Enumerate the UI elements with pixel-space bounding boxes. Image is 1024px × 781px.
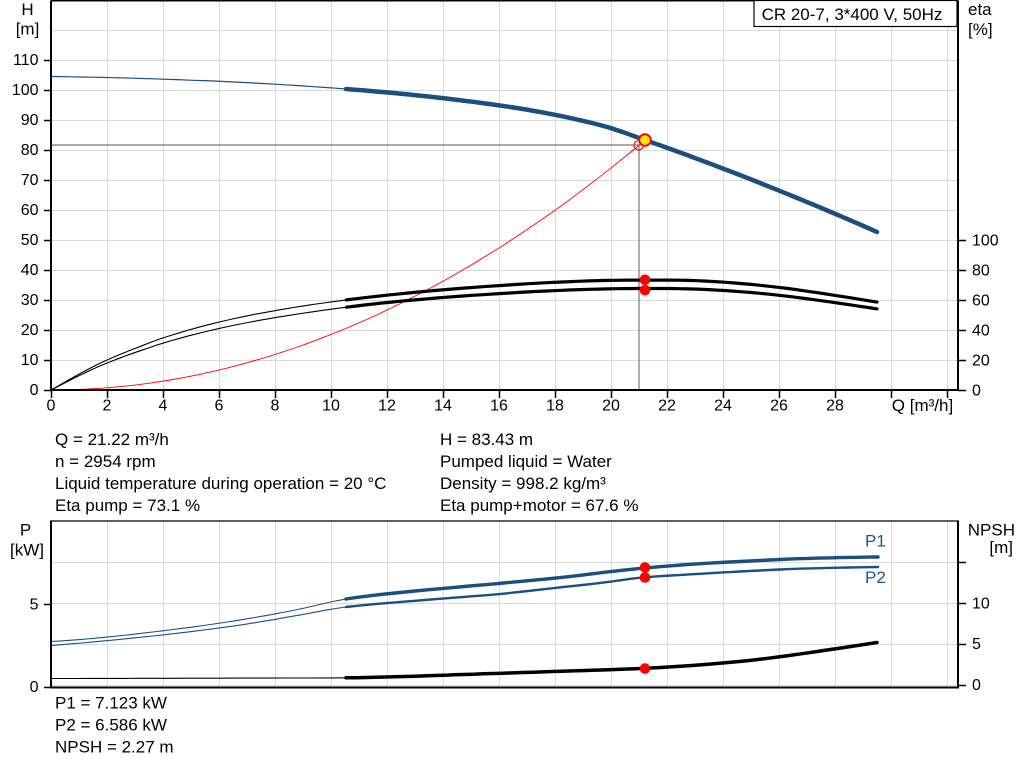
svg-text:NPSH: NPSH bbox=[968, 521, 1015, 540]
svg-text:12: 12 bbox=[378, 398, 396, 415]
svg-text:60: 60 bbox=[972, 292, 990, 309]
svg-text:P: P bbox=[20, 521, 31, 540]
svg-text:Q [m³/h]: Q [m³/h] bbox=[892, 396, 953, 415]
svg-text:6: 6 bbox=[215, 398, 224, 415]
svg-text:16: 16 bbox=[490, 398, 508, 415]
svg-text:[m]: [m] bbox=[16, 20, 40, 39]
svg-text:8: 8 bbox=[271, 398, 280, 415]
svg-text:18: 18 bbox=[546, 398, 564, 415]
svg-text:90: 90 bbox=[21, 112, 39, 129]
svg-text:30: 30 bbox=[21, 292, 39, 309]
svg-text:Density = 998.2 kg/m³: Density = 998.2 kg/m³ bbox=[440, 474, 606, 493]
svg-text:Eta pump+motor = 67.6 %: Eta pump+motor = 67.6 % bbox=[440, 496, 638, 515]
svg-text:NPSH = 2.27 m: NPSH = 2.27 m bbox=[55, 738, 174, 757]
svg-text:26: 26 bbox=[770, 398, 788, 415]
svg-text:5: 5 bbox=[972, 636, 981, 653]
svg-text:70: 70 bbox=[21, 172, 39, 189]
svg-text:110: 110 bbox=[13, 52, 39, 69]
svg-text:CR 20-7, 3*400 V, 50Hz: CR 20-7, 3*400 V, 50Hz bbox=[762, 5, 943, 24]
svg-text:H: H bbox=[21, 0, 33, 19]
svg-text:80: 80 bbox=[21, 142, 39, 159]
svg-text:P1: P1 bbox=[865, 531, 886, 550]
svg-text:5: 5 bbox=[30, 596, 39, 613]
svg-text:20: 20 bbox=[972, 352, 990, 369]
svg-text:Pumped liquid = Water: Pumped liquid = Water bbox=[440, 452, 612, 471]
svg-text:[m]: [m] bbox=[989, 538, 1013, 557]
svg-text:10: 10 bbox=[972, 596, 990, 613]
svg-text:H = 83.43 m: H = 83.43 m bbox=[440, 430, 533, 449]
svg-text:4: 4 bbox=[159, 398, 168, 415]
svg-text:0: 0 bbox=[30, 679, 39, 696]
svg-text:20: 20 bbox=[21, 322, 39, 339]
svg-text:10: 10 bbox=[21, 352, 39, 369]
svg-text:28: 28 bbox=[826, 398, 844, 415]
svg-text:n = 2954 rpm: n = 2954 rpm bbox=[55, 452, 156, 471]
svg-text:2: 2 bbox=[103, 398, 112, 415]
svg-text:60: 60 bbox=[21, 202, 39, 219]
svg-text:0: 0 bbox=[972, 677, 981, 694]
svg-text:[kW]: [kW] bbox=[10, 541, 44, 560]
svg-text:50: 50 bbox=[21, 232, 39, 249]
svg-text:0: 0 bbox=[30, 382, 39, 399]
svg-text:22: 22 bbox=[658, 398, 676, 415]
svg-text:24: 24 bbox=[714, 398, 732, 415]
svg-text:P2 = 6.586 kW: P2 = 6.586 kW bbox=[55, 716, 167, 735]
svg-text:40: 40 bbox=[21, 262, 39, 279]
svg-text:P2: P2 bbox=[865, 568, 886, 587]
svg-text:100: 100 bbox=[972, 232, 999, 249]
svg-text:0: 0 bbox=[47, 398, 56, 415]
svg-text:P1 = 7.123 kW: P1 = 7.123 kW bbox=[55, 694, 167, 713]
svg-text:Eta pump = 73.1 %: Eta pump = 73.1 % bbox=[55, 496, 200, 515]
svg-text:100: 100 bbox=[12, 82, 39, 99]
svg-text:eta: eta bbox=[968, 0, 992, 19]
svg-text:20: 20 bbox=[602, 398, 620, 415]
svg-text:10: 10 bbox=[322, 398, 340, 415]
svg-text:Q = 21.22 m³/h: Q = 21.22 m³/h bbox=[55, 430, 169, 449]
svg-text:80: 80 bbox=[972, 262, 990, 279]
svg-text:40: 40 bbox=[972, 322, 990, 339]
svg-text:14: 14 bbox=[434, 398, 452, 415]
svg-text:0: 0 bbox=[972, 382, 981, 399]
svg-text:[%]: [%] bbox=[968, 20, 993, 39]
svg-text:Liquid temperature during oper: Liquid temperature during operation = 20… bbox=[55, 474, 386, 493]
